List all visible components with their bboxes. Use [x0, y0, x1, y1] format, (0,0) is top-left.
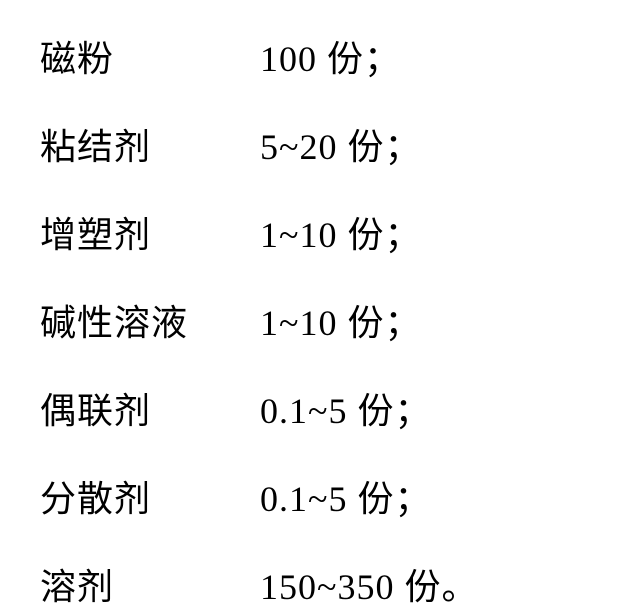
ingredient-value: 0.1~5 份； — [260, 470, 431, 522]
table-row: 偶联剂 0.1~5 份； — [40, 382, 590, 434]
ingredient-value: 5~20 份； — [260, 118, 421, 170]
ingredient-name: 偶联剂 — [40, 382, 260, 434]
table-row: 溶剂 150~350 份。 — [40, 558, 590, 610]
ingredient-value: 1~10 份； — [260, 294, 421, 346]
table-row: 分散剂 0.1~5 份； — [40, 470, 590, 522]
ingredient-name: 分散剂 — [40, 470, 260, 522]
table-row: 碱性溶液 1~10 份； — [40, 294, 590, 346]
ingredient-name: 粘结剂 — [40, 118, 260, 170]
table-row: 增塑剂 1~10 份； — [40, 206, 590, 258]
ingredient-value: 100 份； — [260, 30, 401, 82]
ingredient-value: 1~10 份； — [260, 206, 421, 258]
ingredient-name: 碱性溶液 — [40, 294, 260, 346]
ingredient-name: 磁粉 — [40, 30, 260, 82]
table-row: 磁粉 100 份； — [40, 30, 590, 82]
table-row: 粘结剂 5~20 份； — [40, 118, 590, 170]
ingredients-table: 磁粉 100 份； 粘结剂 5~20 份； 增塑剂 1~10 份； 碱性溶液 1… — [40, 30, 590, 610]
ingredient-name: 增塑剂 — [40, 206, 260, 258]
ingredient-name: 溶剂 — [40, 558, 260, 610]
ingredient-value: 0.1~5 份； — [260, 382, 431, 434]
ingredient-value: 150~350 份。 — [260, 558, 478, 610]
